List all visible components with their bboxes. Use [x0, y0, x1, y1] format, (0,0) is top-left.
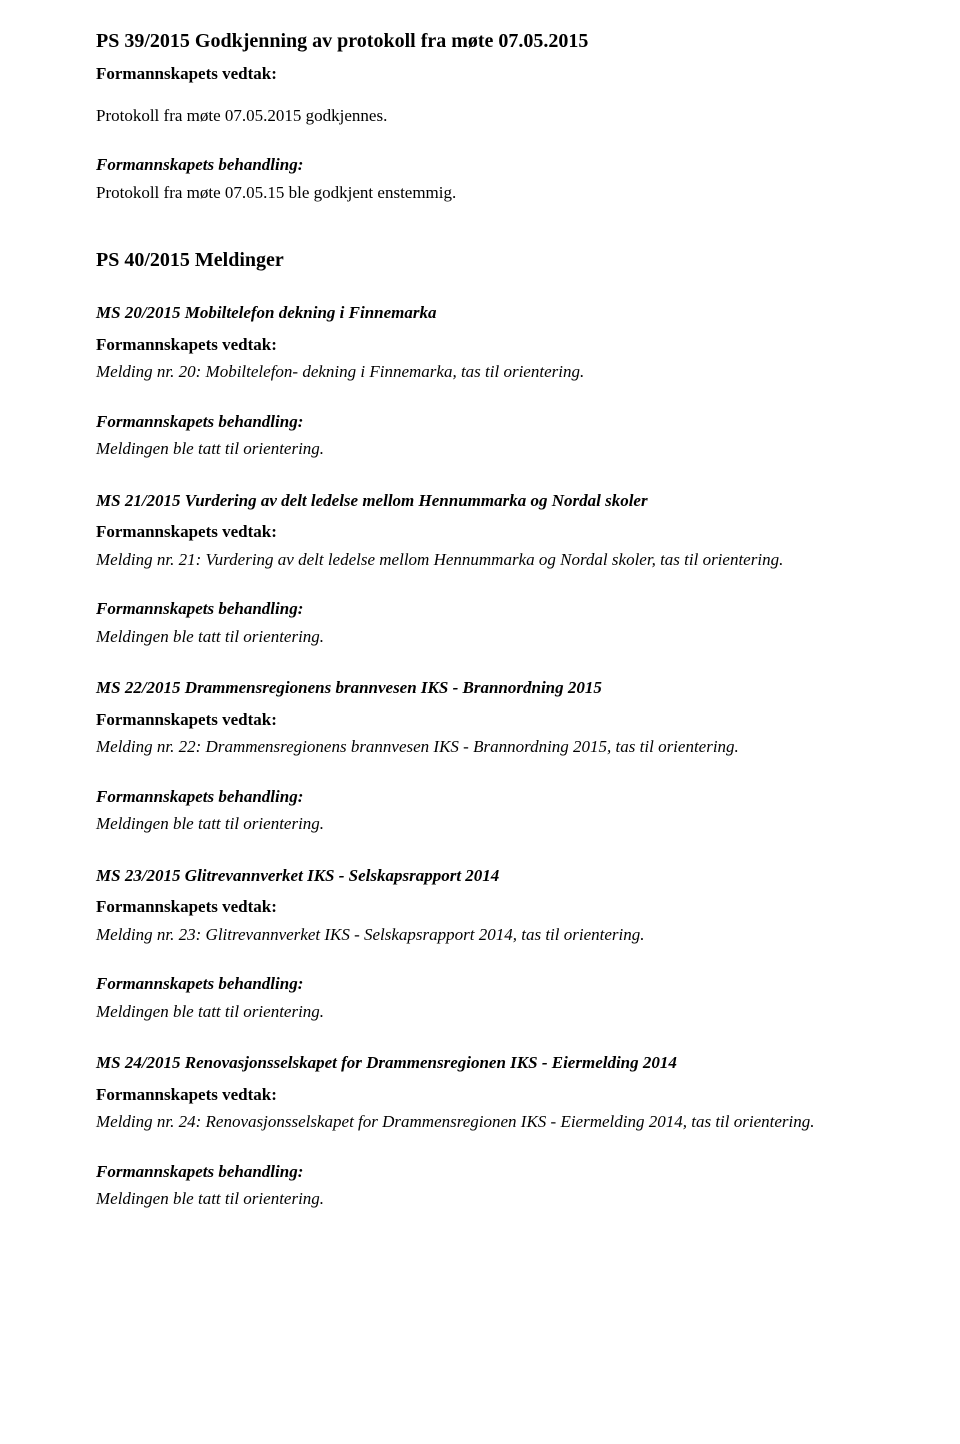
ms23-heading: MS 23/2015 Glitrevannverket IKS - Selska… — [96, 863, 864, 889]
ms22-vedtak-label: Formannskapets vedtak: — [96, 707, 864, 733]
ms22-behandling-label: Formannskapets behandling: — [96, 784, 864, 810]
ps39-vedtak-text: Protokoll fra møte 07.05.2015 godkjennes… — [96, 103, 864, 129]
ms24-vedtak-label: Formannskapets vedtak: — [96, 1082, 864, 1108]
ps39-vedtak-label: Formannskapets vedtak: — [96, 61, 864, 87]
ms21-vedtak-label: Formannskapets vedtak: — [96, 519, 864, 545]
ps39-behandling-label: Formannskapets behandling: — [96, 152, 864, 178]
ms22-vedtak-text: Melding nr. 22: Drammensregionens brannv… — [96, 734, 864, 760]
ps40-title: PS 40/2015 Meldinger — [96, 247, 864, 274]
ms20-behandling-text: Meldingen ble tatt til orientering. — [96, 436, 864, 462]
ms21-heading: MS 21/2015 Vurdering av delt ledelse mel… — [96, 488, 864, 514]
ms20-behandling-label: Formannskapets behandling: — [96, 409, 864, 435]
ps39-title: PS 39/2015 Godkjenning av protokoll fra … — [96, 28, 864, 55]
ms21-behandling-label: Formannskapets behandling: — [96, 596, 864, 622]
ms24-heading: MS 24/2015 Renovasjonsselskapet for Dram… — [96, 1050, 864, 1076]
ps39-behandling-text: Protokoll fra møte 07.05.15 ble godkjent… — [96, 180, 864, 206]
ms23-vedtak-text: Melding nr. 23: Glitrevannverket IKS - S… — [96, 922, 864, 948]
ms24-behandling-label: Formannskapets behandling: — [96, 1159, 864, 1185]
ms20-heading: MS 20/2015 Mobiltelefon dekning i Finnem… — [96, 300, 864, 326]
ms22-behandling-text: Meldingen ble tatt til orientering. — [96, 811, 864, 837]
ms24-behandling-text: Meldingen ble tatt til orientering. — [96, 1186, 864, 1212]
ms20-vedtak-label: Formannskapets vedtak: — [96, 332, 864, 358]
ms23-behandling-text: Meldingen ble tatt til orientering. — [96, 999, 864, 1025]
ms22-heading: MS 22/2015 Drammensregionens brannvesen … — [96, 675, 864, 701]
ms24-vedtak-text: Melding nr. 24: Renovasjonsselskapet for… — [96, 1109, 864, 1135]
document-page: PS 39/2015 Godkjenning av protokoll fra … — [0, 0, 960, 1254]
ms21-vedtak-text: Melding nr. 21: Vurdering av delt ledels… — [96, 547, 864, 573]
ms20-vedtak-text: Melding nr. 20: Mobiltelefon- dekning i … — [96, 359, 864, 385]
ms21-behandling-text: Meldingen ble tatt til orientering. — [96, 624, 864, 650]
ms23-vedtak-label: Formannskapets vedtak: — [96, 894, 864, 920]
ms23-behandling-label: Formannskapets behandling: — [96, 971, 864, 997]
